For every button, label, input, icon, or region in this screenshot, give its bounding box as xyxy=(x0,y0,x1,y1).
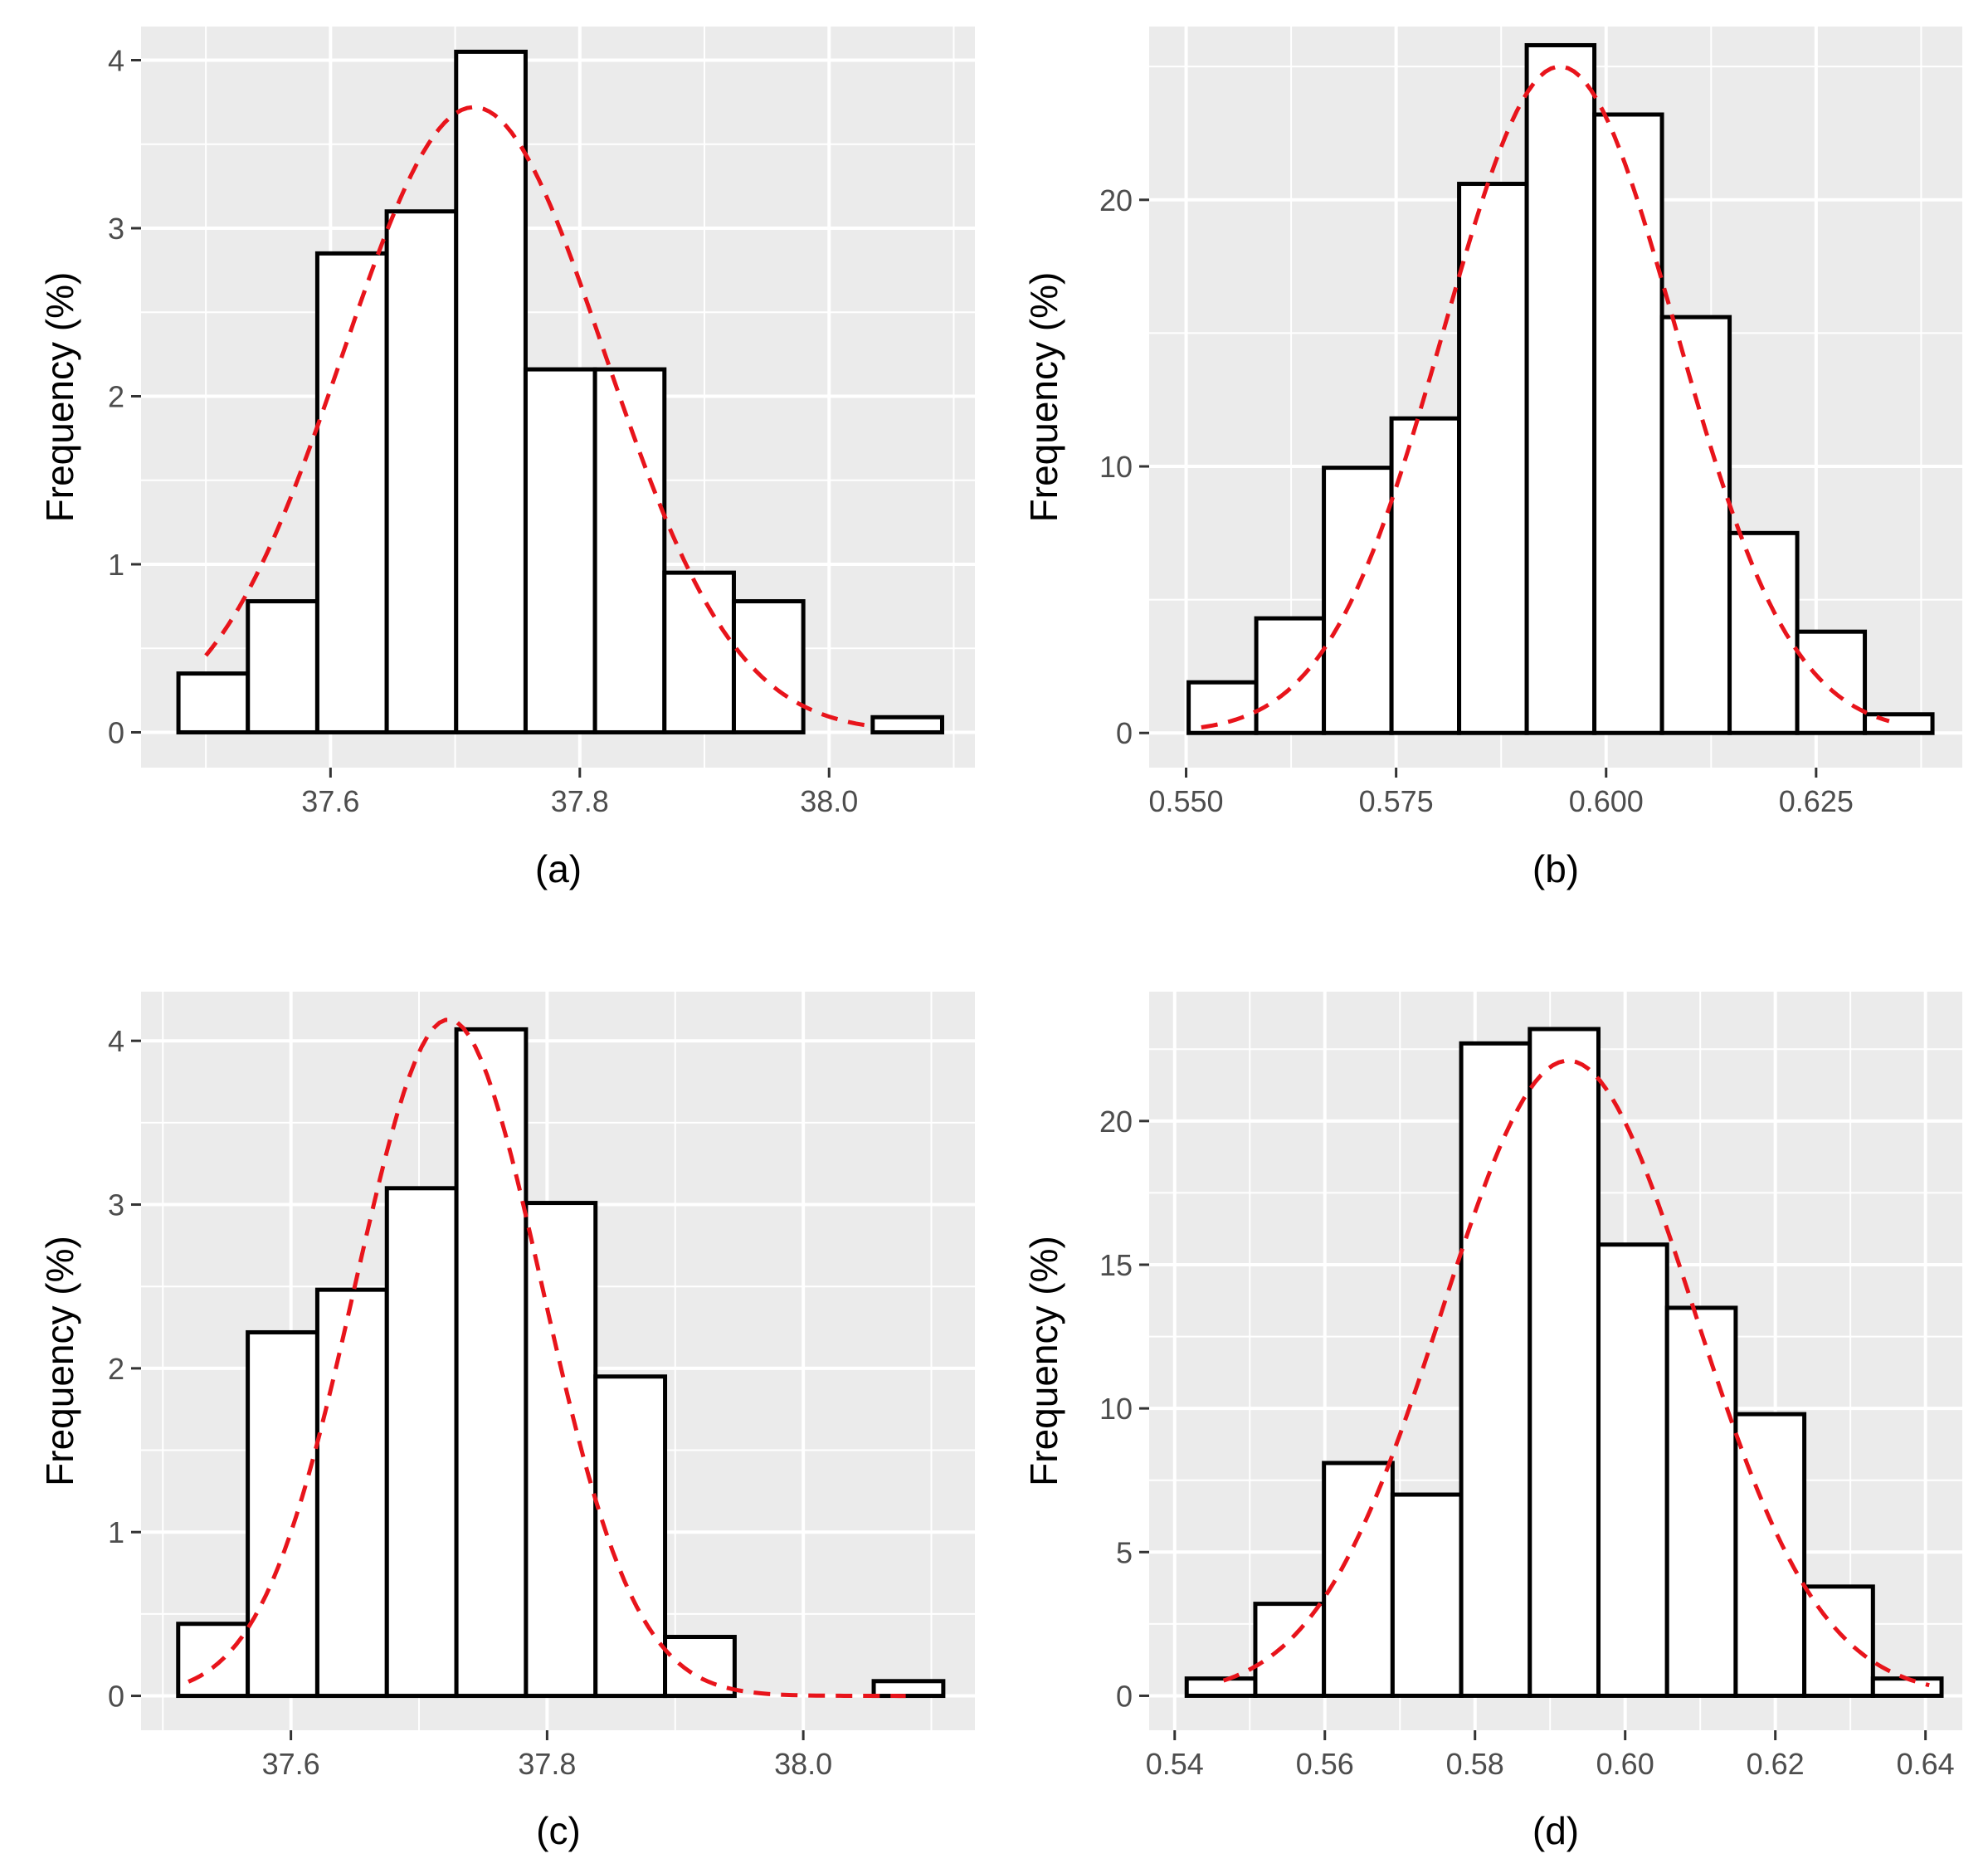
x-tick-label: 0.575 xyxy=(1359,784,1434,818)
histogram-bar xyxy=(1390,1492,1464,1698)
y-tick-label: 3 xyxy=(108,212,124,246)
x-tick-label: 0.56 xyxy=(1296,1747,1354,1781)
histogram-bar xyxy=(1184,1676,1258,1698)
histogram-bar xyxy=(454,49,528,734)
histogram-bar xyxy=(663,1635,737,1699)
x-tick-label: 0.600 xyxy=(1569,784,1644,818)
histogram-bar xyxy=(1322,1461,1395,1698)
y-tick-label: 0 xyxy=(1116,716,1133,750)
panel-caption: (b) xyxy=(1532,847,1579,890)
y-axis-title: Frequency (%) xyxy=(38,1236,81,1486)
y-axis-title: Frequency (%) xyxy=(1022,272,1065,523)
y-tick-label: 2 xyxy=(108,379,124,413)
histogram-bar xyxy=(1459,1041,1532,1698)
chart-panel-c: 37.6 37.8 38.0 0 1 2 3 4 Frequency (%) (c) xyxy=(38,992,975,1852)
y-tick-label: 4 xyxy=(108,1024,124,1058)
y-tick-label: 3 xyxy=(108,1188,124,1222)
x-tick-label: 0.58 xyxy=(1446,1747,1504,1781)
panel-caption: (c) xyxy=(536,1809,581,1852)
x-tick-label: 37.6 xyxy=(301,784,359,818)
histogram-bar xyxy=(1254,616,1327,735)
y-tick-label: 10 xyxy=(1099,450,1133,484)
x-tick-label: 0.62 xyxy=(1747,1747,1805,1781)
histogram-bar xyxy=(246,599,319,734)
chart-panel-a: 37.6 37.8 38.0 0 1 2 3 4 Frequency (%) (a) xyxy=(38,27,975,890)
x-tick-label: 37.8 xyxy=(551,784,609,818)
histogram-bar xyxy=(662,570,736,734)
y-tick-label: 0 xyxy=(108,715,124,749)
x-tick-label: 0.54 xyxy=(1146,1747,1204,1781)
histogram-bar xyxy=(1524,42,1597,735)
panel-caption: (d) xyxy=(1532,1809,1579,1852)
y-axis-title: Frequency (%) xyxy=(38,272,81,523)
histogram-bar xyxy=(176,1622,251,1699)
histogram-bar xyxy=(593,1374,668,1699)
histogram-bar xyxy=(1322,466,1394,735)
histogram-bar xyxy=(1253,1602,1327,1698)
histogram-bar xyxy=(1863,712,1935,735)
histogram-bar xyxy=(1592,112,1664,735)
histogram-bar xyxy=(1664,1305,1738,1698)
panel-caption: (a) xyxy=(535,847,582,890)
y-tick-label: 4 xyxy=(108,43,124,77)
chart-panel-b: 0.550 0.575 0.600 0.625 0 10 20 Frequency (%) (b… xyxy=(1022,27,1962,890)
x-tick-label: 37.8 xyxy=(518,1747,576,1781)
histogram-bar xyxy=(176,671,251,734)
y-axis-title: Frequency (%) xyxy=(1022,1236,1065,1486)
y-tick-label: 2 xyxy=(108,1352,124,1386)
histogram-bar xyxy=(592,367,667,734)
histogram-bar xyxy=(246,1329,319,1699)
y-tick-label: 1 xyxy=(108,548,124,582)
normal-density-curve xyxy=(1222,1058,1930,1688)
histogram-bar xyxy=(870,715,944,734)
histogram-bar xyxy=(1795,629,1868,735)
y-tick-label: 10 xyxy=(1099,1392,1133,1426)
x-tick-label: 0.64 xyxy=(1897,1747,1955,1781)
x-tick-label: 38.0 xyxy=(774,1747,832,1781)
histogram-bar xyxy=(523,367,597,734)
histogram-bar xyxy=(1733,1412,1807,1698)
normal-density-curve xyxy=(188,1017,906,1699)
histogram-bar xyxy=(1802,1584,1875,1698)
x-tick-label: 0.550 xyxy=(1148,784,1223,818)
normal-density-curve xyxy=(204,105,874,729)
histogram-bar xyxy=(1528,1027,1601,1698)
histogram-bar xyxy=(314,251,389,734)
normal-density-curve xyxy=(1201,64,1890,729)
histogram-bar xyxy=(1457,182,1529,735)
y-tick-label: 20 xyxy=(1099,183,1133,217)
y-tick-label: 0 xyxy=(1116,1679,1133,1713)
x-tick-label: 0.625 xyxy=(1779,784,1854,818)
x-tick-label: 0.60 xyxy=(1596,1747,1654,1781)
histogram-bar xyxy=(1186,680,1259,735)
y-tick-label: 0 xyxy=(108,1680,124,1714)
histogram-bar xyxy=(731,599,806,734)
y-tick-label: 20 xyxy=(1099,1105,1133,1139)
histogram-bar xyxy=(384,209,459,734)
histogram-bar xyxy=(871,1679,946,1699)
histogram-bar xyxy=(1596,1242,1669,1698)
y-tick-label: 15 xyxy=(1099,1248,1133,1282)
histogram-bar xyxy=(454,1027,529,1699)
x-tick-label: 37.6 xyxy=(262,1747,320,1781)
histogram-bar xyxy=(524,1201,598,1699)
chart-panel-d: 0.54 0.56 0.58 0.60 0.62 0.64 0 5 10 15 20 Frequenc… xyxy=(1022,992,1962,1852)
histogram-bar xyxy=(1870,1676,1944,1698)
x-tick-label: 38.0 xyxy=(800,784,858,818)
histogram-bar xyxy=(314,1287,389,1699)
histogram-bar xyxy=(1389,416,1462,735)
y-tick-label: 1 xyxy=(108,1515,124,1549)
histogram-bar xyxy=(384,1186,459,1699)
histogram-bar xyxy=(1659,315,1732,735)
y-tick-label: 5 xyxy=(1116,1535,1133,1569)
